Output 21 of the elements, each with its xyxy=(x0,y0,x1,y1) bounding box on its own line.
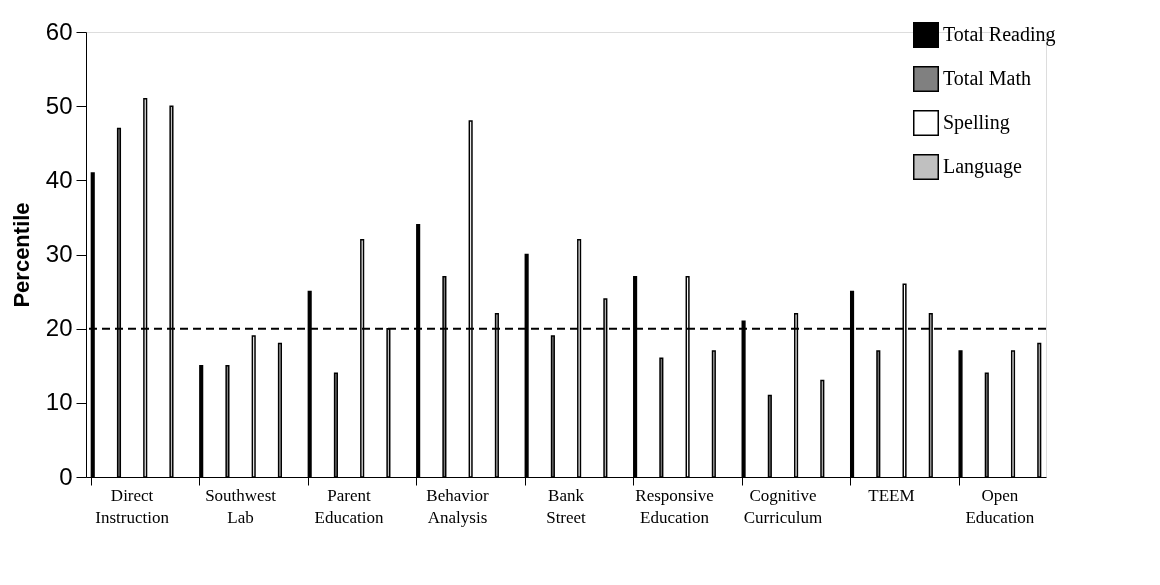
y-tick-label: 10 xyxy=(45,388,73,416)
y-tick-label: 60 xyxy=(45,17,73,45)
y-tick-label: 40 xyxy=(45,165,73,193)
legend-label: Total Math xyxy=(943,67,1032,89)
legend-label: Language xyxy=(943,155,1022,178)
x-tick-label: Open Education xyxy=(965,485,1035,527)
x-tick-label: Parent Education xyxy=(314,485,385,527)
x-tick-label: Behavior Analysis xyxy=(426,485,490,527)
y-tick-label: 30 xyxy=(45,240,73,267)
legend-label: Spelling xyxy=(943,111,1010,134)
legend-label: Total Reading xyxy=(943,23,1056,46)
x-tick-label: TEEM xyxy=(868,485,915,505)
y-tick-label: 50 xyxy=(45,91,73,119)
y-axis-title: Percentile xyxy=(8,202,34,308)
x-tick-label: Southwest Lab xyxy=(205,485,277,527)
y-tick-label: 20 xyxy=(45,314,73,342)
x-tick-label: Direct Instruction xyxy=(95,485,170,527)
x-tick-label: Cognitive Curriculum xyxy=(743,485,823,527)
x-tick-label: Responsive Education xyxy=(635,485,714,527)
x-tick-label: Bank Street xyxy=(546,485,587,527)
y-tick-label: 0 xyxy=(59,462,73,490)
